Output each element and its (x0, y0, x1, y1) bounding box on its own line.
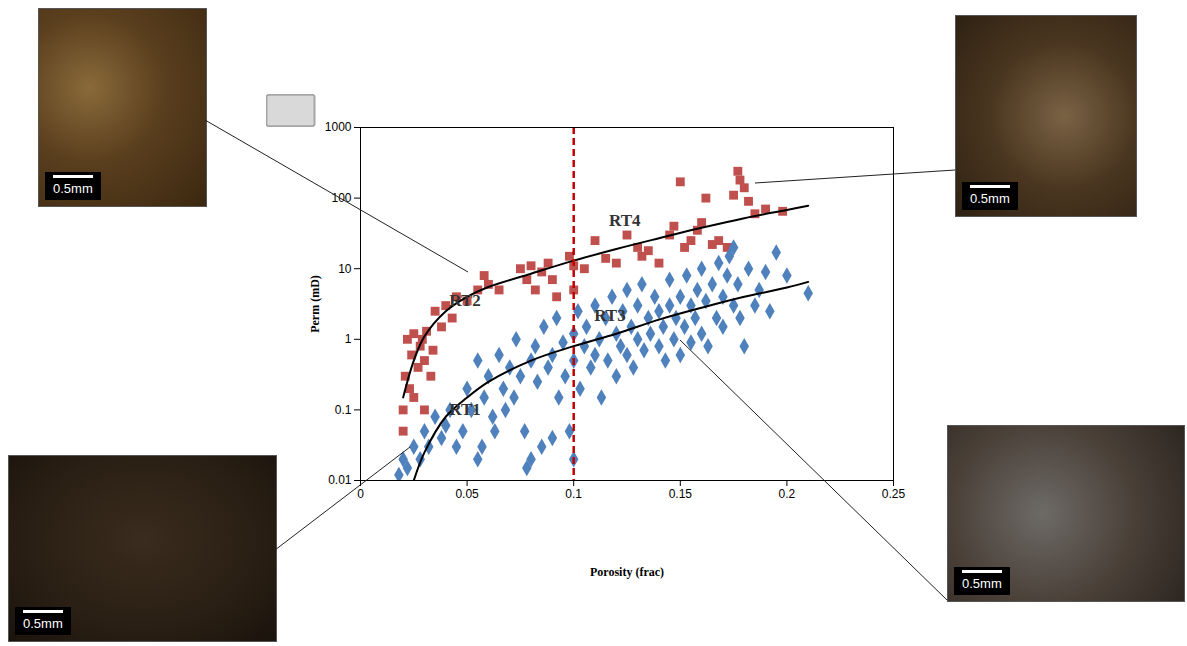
svg-text:0.1: 0.1 (335, 403, 352, 417)
html-text:0.5mm: 0.5mm (962, 576, 1002, 591)
svg-text:RT3: RT3 (594, 306, 626, 325)
html-text:0.5mm: 0.5mm (23, 616, 63, 631)
svg-text:0.01: 0.01 (328, 473, 352, 487)
svg-text:0.05: 0.05 (455, 487, 479, 501)
svg-text:1000: 1000 (325, 120, 352, 134)
html-text:0.5mm: 0.5mm (970, 191, 1010, 206)
svg-text:RT4: RT4 (609, 211, 641, 230)
svg-text:0: 0 (357, 487, 364, 501)
svg-text:RT1: RT1 (449, 400, 481, 419)
svg-text:0.1: 0.1 (565, 487, 582, 501)
svg-text:0.25: 0.25 (882, 487, 906, 501)
svg-text:Perm (mD): Perm (mD) (308, 275, 322, 333)
svg-text:Porosity (frac): Porosity (frac) (590, 565, 664, 579)
svg-text:1: 1 (345, 332, 352, 346)
svg-text:0.15: 0.15 (669, 487, 693, 501)
svg-text:RT2: RT2 (449, 291, 481, 310)
svg-text:100: 100 (331, 191, 351, 205)
svg-text:0.2: 0.2 (779, 487, 796, 501)
html-text:0.5mm: 0.5mm (53, 181, 93, 196)
svg-text:10: 10 (338, 262, 352, 276)
